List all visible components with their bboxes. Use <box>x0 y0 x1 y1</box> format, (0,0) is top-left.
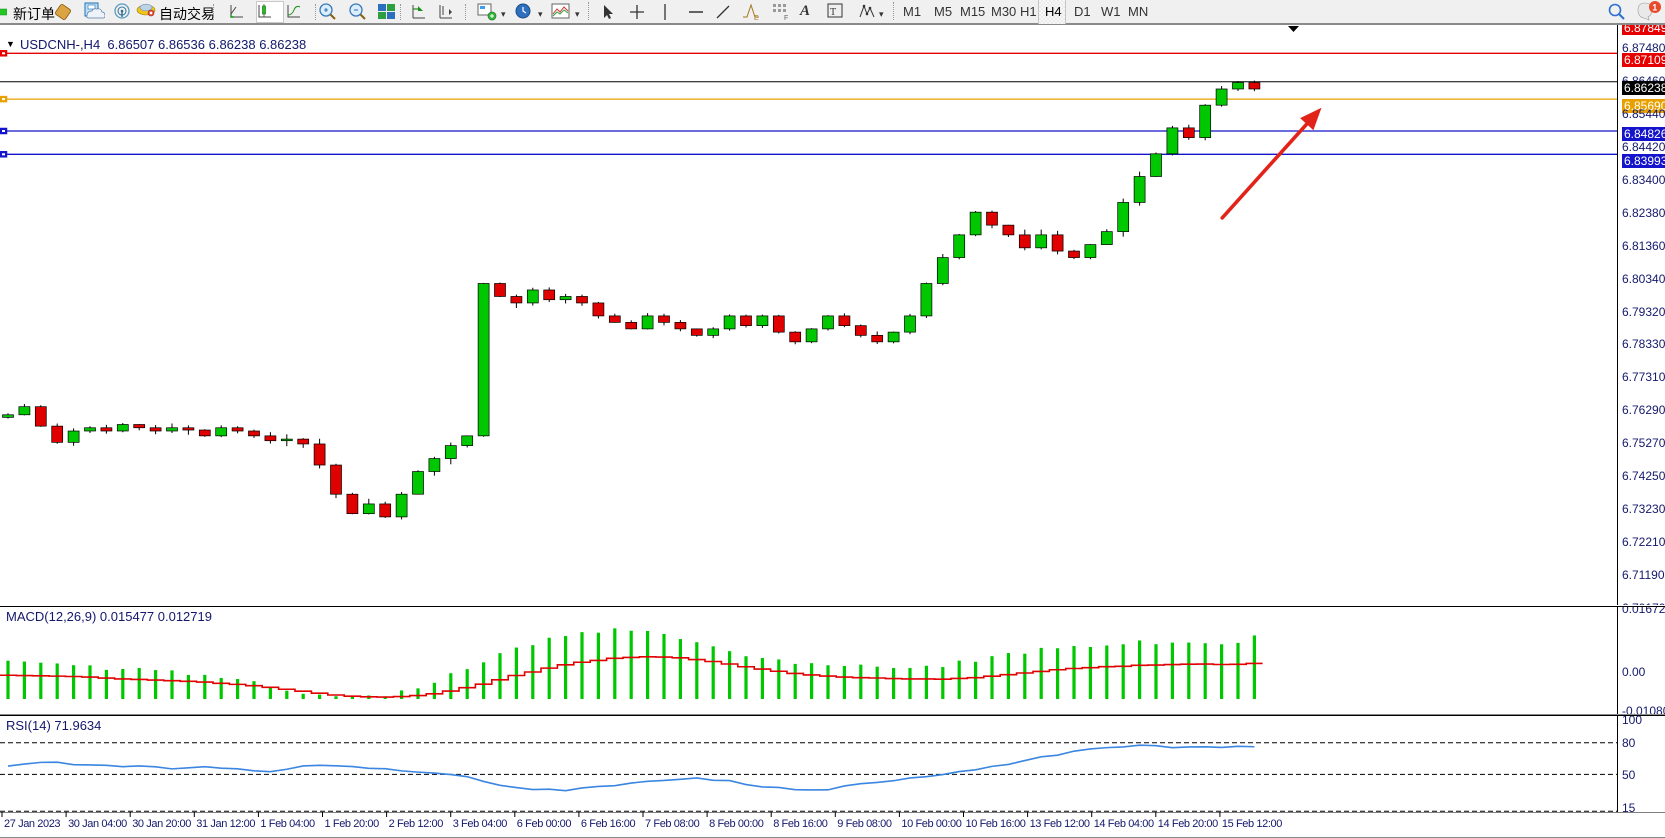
svg-text:1: 1 <box>1652 2 1657 12</box>
svg-text:E: E <box>754 15 759 21</box>
svg-text:T: T <box>830 7 836 18</box>
svg-text:F: F <box>784 15 788 21</box>
